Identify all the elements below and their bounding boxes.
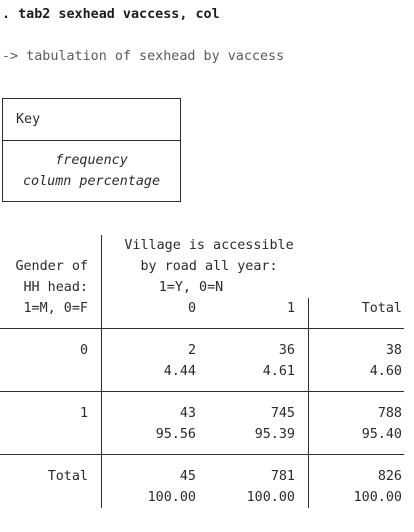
command-line: . tab2 sexhead vaccess, col [2,7,220,22]
col-label-0: 0 [187,301,196,316]
cell-frequency: 38 [385,343,402,358]
separator-rule [0,391,404,392]
stub-divider [101,235,102,508]
cell-frequency: 781 [270,469,295,484]
cell-percentage: 95.39 [254,427,295,442]
cell-frequency: 43 [179,406,196,421]
separator-rule [0,328,404,329]
cell-percentage: 100.00 [147,490,196,505]
cell-percentage: 100.00 [246,490,295,505]
col-header-line-1: Village is accessible [124,238,294,253]
key-title: Key [16,112,41,127]
cell-percentage: 95.40 [361,427,402,442]
cell-frequency: 745 [270,406,295,421]
cell-percentage: 4.61 [262,364,295,379]
row-header-line-1: Gender of [15,259,88,274]
row-label: 0 [79,343,88,358]
cell-percentage: 100.00 [353,490,402,505]
col-label-1: 1 [286,301,295,316]
cell-percentage: 4.44 [163,364,196,379]
cell-frequency: 788 [377,406,402,421]
total-divider [308,298,309,508]
key-box: Key frequency column percentage [2,98,181,202]
cell-frequency: 826 [377,469,402,484]
col-label-total: Total [361,301,402,316]
col-header-line-2: by road all year: [140,259,278,274]
key-column-percentage: column percentage [22,174,161,189]
row-header-line-2: HH head: [23,280,89,295]
separator-rule [0,454,404,455]
cell-percentage: 95.56 [155,427,196,442]
key-divider [3,140,180,141]
key-frequency: frequency [55,153,128,168]
cell-frequency: 2 [187,343,196,358]
output-subtitle: -> tabulation of sexhead by vaccess [2,49,285,64]
row-label: 1 [79,406,88,421]
col-header-line-3: 1=Y, 0=N [158,280,224,295]
cell-percentage: 4.60 [369,364,402,379]
cell-frequency: 36 [278,343,295,358]
cell-frequency: 45 [179,469,196,484]
row-header-line-3: 1=M, 0=F [23,301,89,316]
row-label-total: Total [47,469,88,484]
